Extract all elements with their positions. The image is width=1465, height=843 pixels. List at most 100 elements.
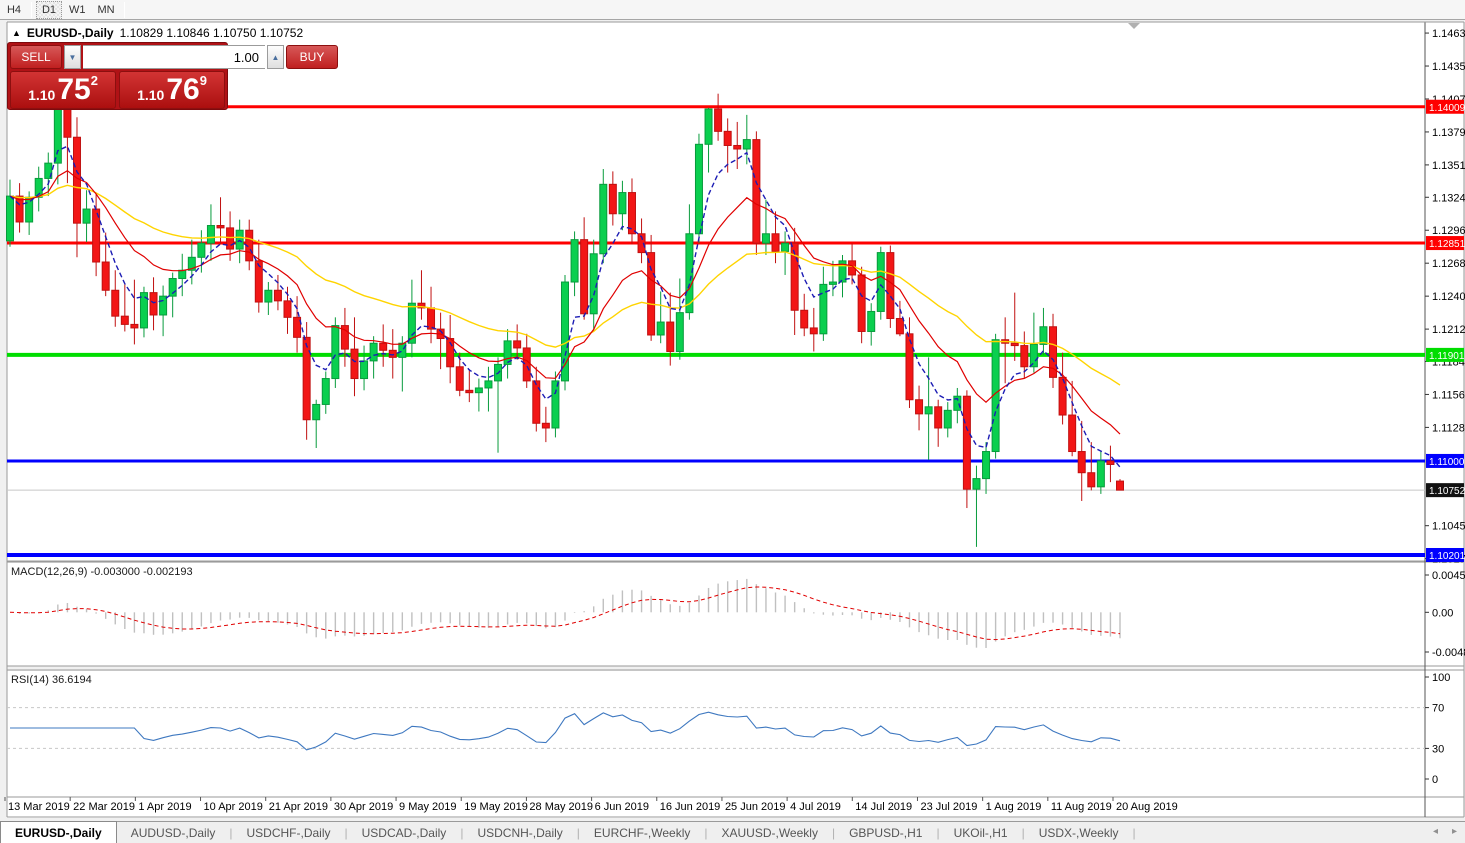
time-axis-label: 9 May 2019: [399, 801, 456, 813]
time-axis-label: 30 Apr 2019: [334, 801, 393, 813]
volume-increase-button[interactable]: ▲: [267, 45, 284, 69]
candle-body: [982, 451, 991, 480]
candle-body: [723, 130, 732, 146]
candle-body: [139, 292, 148, 329]
candle-body: [838, 260, 847, 283]
chart-symbol-label: EURUSD-,Daily: [26, 26, 114, 40]
svg-text:1.11901: 1.11901: [1429, 351, 1465, 362]
candle-body: [675, 312, 684, 352]
tab-usdcad-daily[interactable]: USDCAD-,Daily: [361, 825, 447, 840]
candle-body: [15, 195, 24, 223]
candle-body: [235, 229, 244, 250]
candle-body: [819, 283, 828, 335]
level-lines[interactable]: 1.14009 1.12851 1.11901 1.11000 1.10201: [7, 99, 1465, 562]
candle-body: [398, 342, 407, 358]
candle-body: [809, 327, 818, 335]
tab-eurusd-daily[interactable]: EURUSD-,Daily: [0, 821, 117, 843]
collapse-arrow-icon[interactable]: ▲: [12, 28, 21, 38]
candle-body: [120, 315, 129, 325]
candle-body: [34, 177, 43, 198]
buy-button[interactable]: BUY: [286, 45, 338, 69]
time-axis[interactable]: 13 Mar 2019 22 Mar 2019 1 Apr 2019 10 Apr 2…: [4, 797, 1178, 813]
candle-body: [1096, 460, 1105, 488]
candle-body: [1029, 343, 1038, 368]
candle-body: [915, 399, 924, 415]
candle-body: [934, 406, 943, 429]
tab-separator: |: [936, 825, 940, 840]
candle-body: [599, 183, 608, 255]
candle-body: [694, 143, 703, 235]
time-axis-label: 22 Mar 2019: [73, 801, 135, 813]
candle-body: [972, 478, 981, 490]
level-price-label: [1426, 347, 1464, 362]
candle-body: [159, 295, 168, 316]
candle-body: [321, 378, 330, 405]
candle-body: [72, 136, 81, 224]
buy-price-pips: 76: [166, 73, 200, 106]
timeframe-h4-button[interactable]: H4: [1, 1, 27, 19]
candle-body: [360, 360, 369, 380]
tabbar-scroll-left-arrow[interactable]: ◂: [1432, 826, 1438, 837]
sell-button[interactable]: SELL: [10, 45, 62, 69]
candle-body: [130, 323, 139, 329]
buy-price-prefix: 1.10: [137, 87, 165, 103]
candle-body: [781, 242, 790, 252]
candle-body: [627, 192, 636, 235]
tab-usdx-weekly[interactable]: USDX-,Weekly: [1038, 825, 1119, 840]
candle-body: [647, 252, 656, 336]
chart-canvas[interactable]: 1.146351.143551.140751.137951.135151.132…: [0, 20, 1465, 821]
svg-text:100: 100: [1432, 672, 1450, 684]
autoscroll-marker-icon[interactable]: [1128, 23, 1140, 29]
tab-usdchf-daily[interactable]: USDCHF-,Daily: [246, 825, 331, 840]
candle-body: [800, 309, 809, 329]
svg-text:0: 0: [1432, 774, 1438, 786]
timeframe-w1-button[interactable]: W1: [64, 1, 91, 19]
candle-body: [1049, 326, 1058, 378]
candle-body: [943, 409, 952, 429]
candle-body: [761, 233, 770, 244]
candle-body: [254, 260, 263, 303]
candle-body: [350, 348, 359, 380]
volume-input[interactable]: [83, 45, 265, 69]
candle-body: [962, 395, 971, 490]
timeframe-d1-button[interactable]: D1: [36, 0, 62, 19]
tab-ukoil-h1[interactable]: UKOil-,H1: [953, 825, 1008, 840]
candle-body: [1116, 480, 1124, 491]
tab-gbpusd-h1[interactable]: GBPUSD-,H1: [849, 825, 923, 840]
tab-xauusd-weekly[interactable]: XAUUSD-,Weekly: [721, 825, 818, 840]
candle-body: [580, 239, 589, 315]
tab-eurchf-weekly[interactable]: EURCHF-,Weekly: [593, 825, 691, 840]
macd-signal-line: [9, 586, 1121, 641]
buy-price-button[interactable]: 1.10 76 9: [119, 71, 225, 109]
timeframe-mn-button[interactable]: MN: [93, 1, 120, 19]
tab-separator: |: [1021, 825, 1025, 840]
candle-body: [656, 321, 665, 336]
rsi-panel: 100 70 30 0: [7, 672, 1450, 786]
tab-separator: |: [704, 825, 708, 840]
svg-text:-0.004806: -0.004806: [1432, 647, 1465, 659]
candle-body: [1087, 472, 1096, 488]
tabbar-scroll-right-arrow[interactable]: ▸: [1451, 826, 1457, 837]
svg-text:1.12400: 1.12400: [1432, 291, 1465, 303]
candle-body: [570, 239, 579, 283]
candle-body: [465, 389, 474, 394]
candle-body: [828, 281, 837, 285]
sell-price-button[interactable]: 1.10 75 2: [10, 71, 116, 109]
tab-audusd-daily[interactable]: AUDUSD-,Daily: [130, 825, 216, 840]
time-axis-label: 4 Jul 2019: [790, 801, 841, 813]
candle-body: [867, 310, 876, 332]
level-price-label: [1426, 453, 1464, 468]
candle-body: [637, 233, 646, 254]
svg-text:0.004517: 0.004517: [1432, 570, 1465, 582]
svg-text:1.12680: 1.12680: [1432, 258, 1465, 270]
candle-body: [455, 366, 464, 391]
price-axis[interactable]: 1.146351.143551.140751.137951.135151.132…: [1425, 28, 1465, 566]
candle-body: [388, 349, 397, 358]
candle-body: [991, 339, 1000, 453]
buy-price-point: 9: [199, 73, 207, 88]
candle-body: [331, 325, 340, 380]
tab-usdcnh-daily[interactable]: USDCNH-,Daily: [477, 825, 563, 840]
candle-body: [369, 342, 378, 362]
volume-decrease-button[interactable]: ▼: [64, 45, 81, 69]
candle-body: [427, 307, 436, 330]
